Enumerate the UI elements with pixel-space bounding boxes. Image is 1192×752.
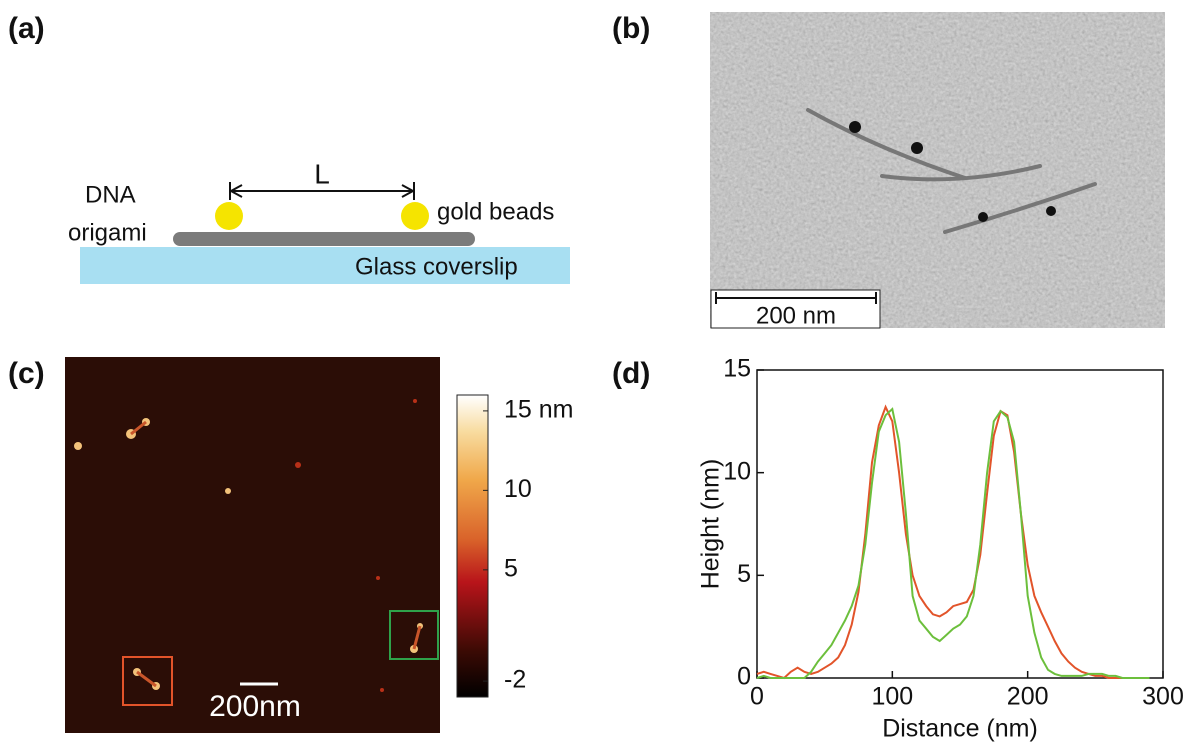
- colorbar-tick-label: 15 nm: [504, 396, 573, 424]
- gold-bead: [401, 202, 429, 230]
- scale-bar-label: 200nm: [209, 690, 301, 723]
- panel-label: (b): [612, 12, 650, 45]
- data-line: [756, 404, 1150, 680]
- colorbar-tick-label: 10: [504, 475, 532, 503]
- y-tick-label: 15: [723, 355, 751, 383]
- data-line: [756, 407, 1150, 679]
- length-label: L: [314, 158, 330, 189]
- origami-label: DNA: [85, 181, 136, 208]
- panel-label: (d): [612, 357, 650, 390]
- y-tick-label: 0: [737, 663, 751, 691]
- highlight-box: [122, 656, 173, 706]
- x-axis-label: Distance (nm): [882, 715, 1038, 743]
- plot-frame: [756, 369, 1164, 679]
- x-tick-label: 100: [871, 683, 913, 711]
- colorbar-tick-label: -2: [504, 666, 526, 694]
- x-tick-label: 300: [1142, 683, 1184, 711]
- x-tick-label: 0: [750, 683, 764, 711]
- glass-coverslip: [80, 247, 570, 284]
- colorbar: [456, 394, 489, 698]
- scale-bar: [715, 292, 877, 304]
- x-tick-label: 200: [1007, 683, 1049, 711]
- length-arrow: [228, 182, 416, 200]
- colorbar-tick-label: 5: [504, 554, 518, 582]
- beads-label: gold beads: [437, 198, 554, 225]
- scale-bar-label: 200 nm: [756, 302, 836, 329]
- tem-image: [710, 12, 1165, 328]
- y-axis-label: Height (nm): [697, 459, 725, 590]
- y-tick-label: 5: [737, 560, 751, 588]
- substrate-label: Glass coverslip: [355, 253, 518, 280]
- highlight-box: [389, 610, 439, 660]
- afm-image: [65, 357, 440, 733]
- gold-bead: [215, 202, 243, 230]
- scale-bar-box: [710, 289, 881, 329]
- panel-label: (c): [8, 357, 45, 390]
- panel-label: (a): [8, 12, 45, 45]
- y-tick-label: 10: [723, 457, 751, 485]
- origami-label: origami: [68, 219, 147, 246]
- dna-origami: [173, 232, 475, 246]
